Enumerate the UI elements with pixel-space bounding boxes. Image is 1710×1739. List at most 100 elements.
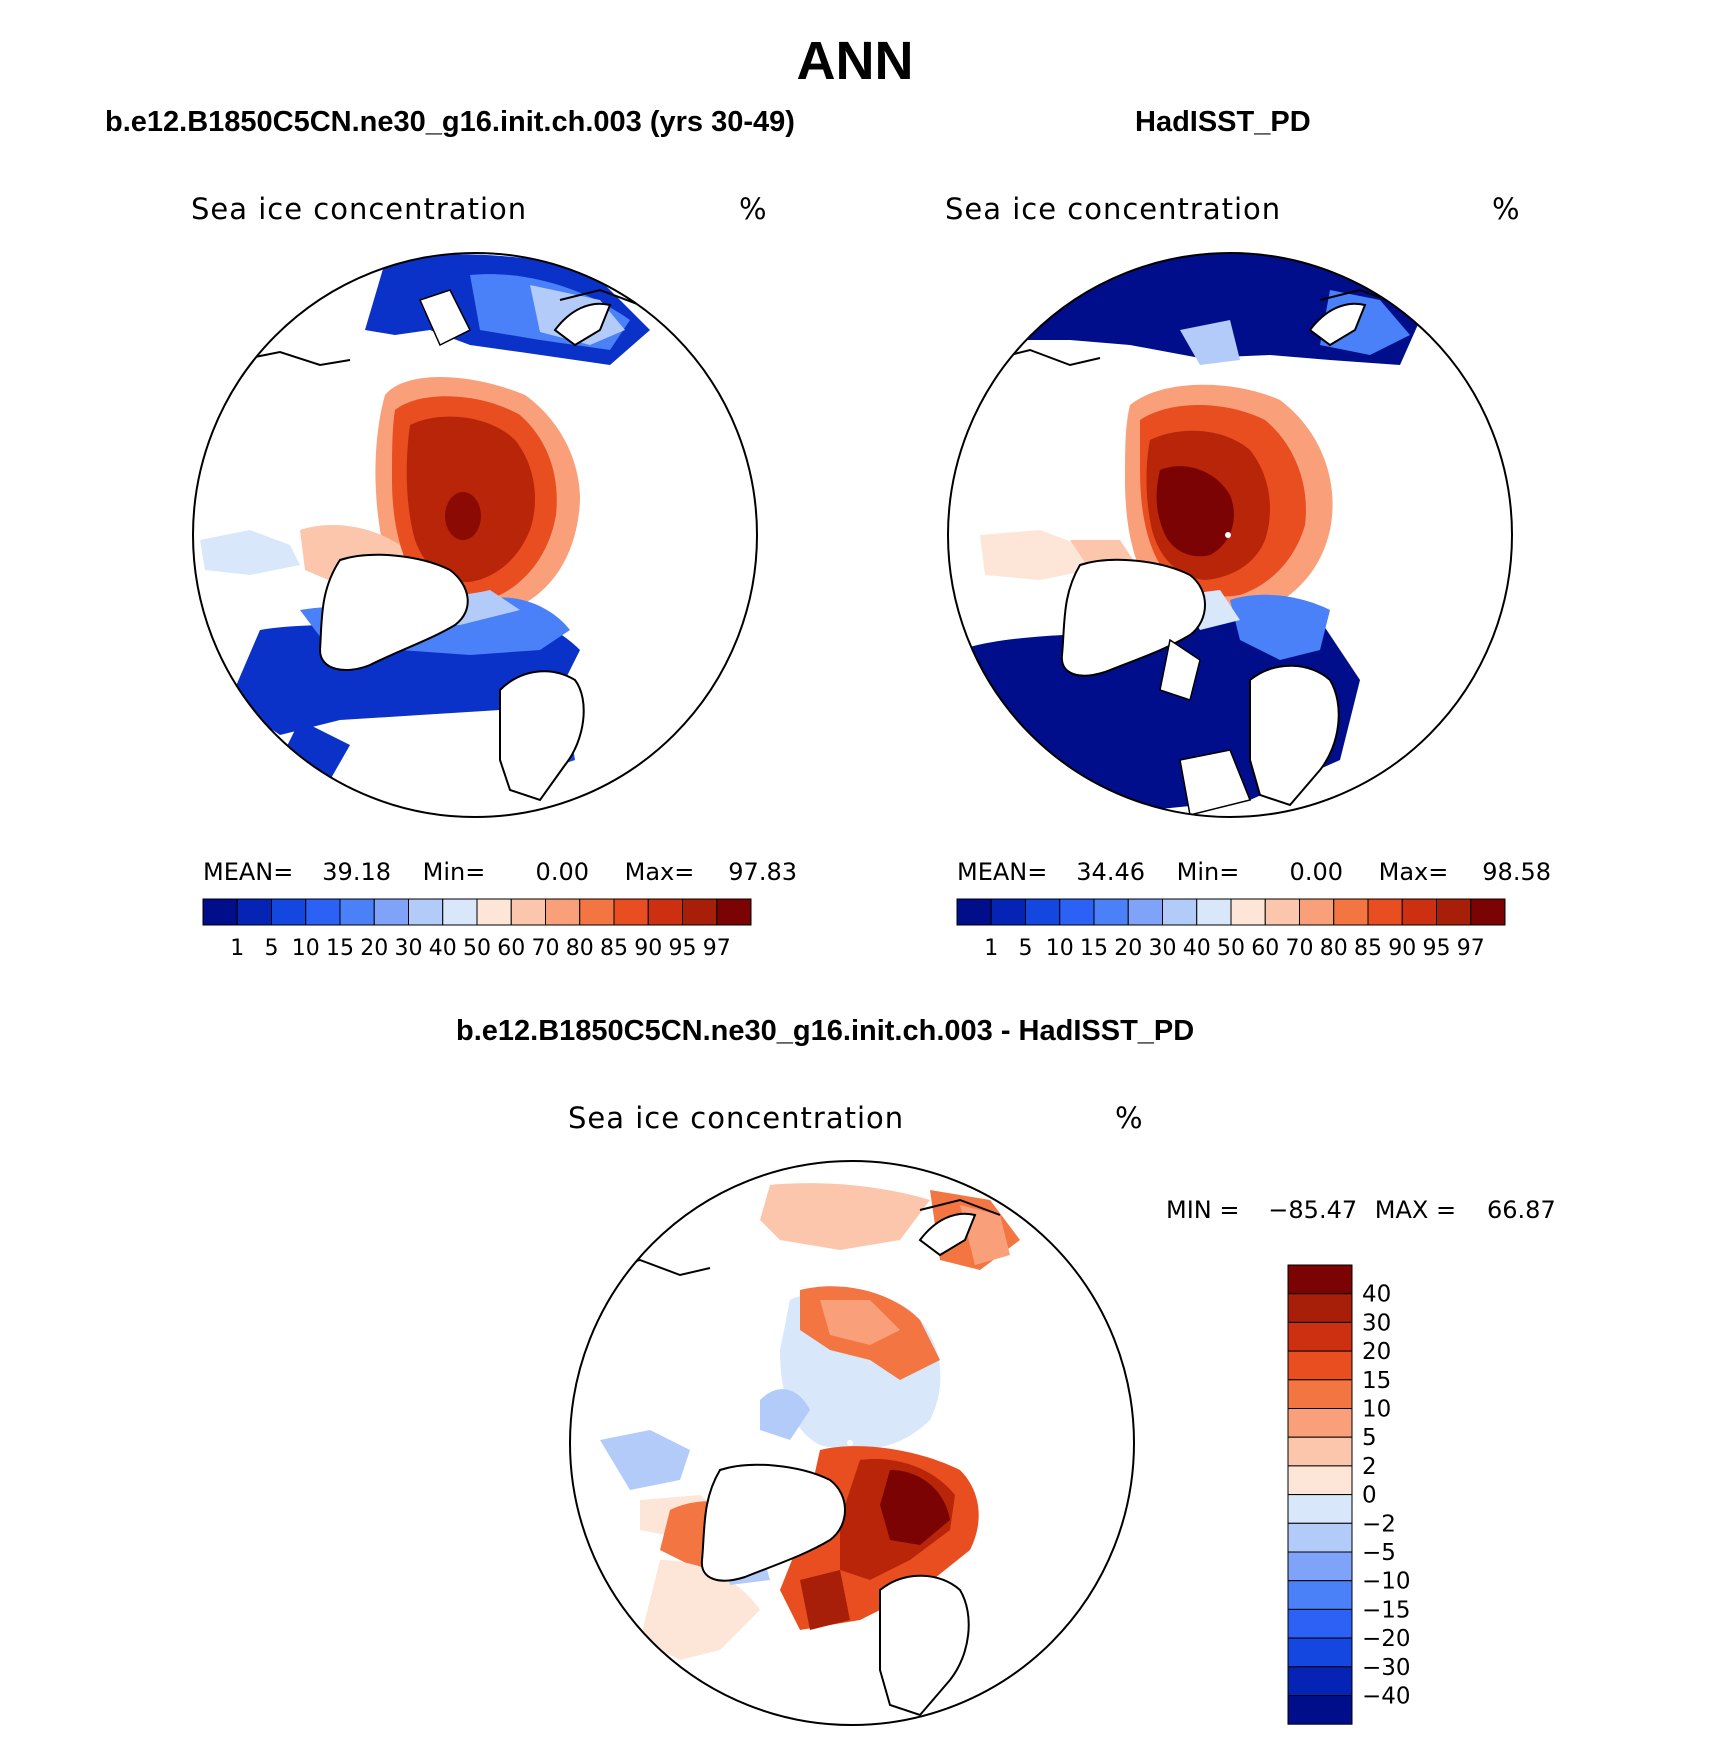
panel2-colorbar-tick-label: 40: [1183, 936, 1211, 961]
panel3-colorbar-tick-label: 15: [1362, 1368, 1391, 1394]
panel2-colorbar-swatch: [1127, 898, 1163, 926]
panel1-colorbar-tick-label: 80: [566, 936, 594, 961]
panel2-colorbar-swatch: [1162, 898, 1198, 926]
panel3-colorbar-swatch: [1287, 1494, 1353, 1524]
panel1-colorbar-swatch: [236, 898, 272, 926]
panel1-colorbar-swatch: [716, 898, 752, 926]
panel3-colorbar-tick-label: 30: [1362, 1310, 1391, 1336]
panel1-colorbar-swatch: [271, 898, 307, 926]
panel2-colorbar-tick-label: 97: [1457, 936, 1485, 961]
panel2-colorbar-swatch: [1093, 898, 1129, 926]
panel3-max-value: 66.87: [1487, 1196, 1556, 1224]
panel3-colorbar-swatch: [1287, 1666, 1353, 1697]
panel3-colorbar-swatch: [1287, 1264, 1353, 1295]
panel1-max-value: 97.83: [728, 858, 797, 886]
panel1-subtitle: b.e12.B1850C5CN.ne30_g16.init.ch.003 (yr…: [105, 106, 795, 138]
panel3-max-label: MAX =: [1374, 1196, 1457, 1224]
panel1-mean-value: 39.18: [322, 858, 391, 886]
panel2-subtitle: HadISST_PD: [1135, 106, 1311, 138]
panel2-colorbar-tick-label: 30: [1149, 936, 1177, 961]
panel2-max-value: 98.58: [1482, 858, 1551, 886]
panel2-colorbar-tick-label: 70: [1286, 936, 1314, 961]
panel1-min-value: 0.00: [535, 858, 589, 886]
panel2-colorbar-tick-label: 5: [1019, 936, 1033, 961]
panel2-colorbar-tick-label: 90: [1388, 936, 1416, 961]
panel3-colorbar-tick-label: 40: [1362, 1282, 1391, 1308]
panel2-stats: MEAN= 34.46 Min= 0.00 Max= 98.58: [957, 858, 1551, 886]
panel3-units-label: %: [1115, 1101, 1144, 1135]
panel3-colorbar-tick-label: −2: [1362, 1511, 1396, 1537]
panel2-max-label: Max=: [1378, 858, 1449, 886]
panel3-colorbar-tick-label: −30: [1362, 1655, 1411, 1681]
panel1-colorbar-swatch: [305, 898, 341, 926]
panel2-min-label: Min=: [1176, 858, 1240, 886]
panel3-min-label: MIN =: [1166, 1196, 1240, 1224]
panel1-mean-label: MEAN=: [203, 858, 294, 886]
panel2-colorbar-swatch: [1059, 898, 1095, 926]
panel2-colorbar-swatch: [1299, 898, 1335, 926]
panel1-colorbar-swatch: [545, 898, 581, 926]
panel1-colorbar-tick-label: 10: [292, 936, 320, 961]
panel3-subtitle: b.e12.B1850C5CN.ne30_g16.init.ch.003 - H…: [456, 1015, 1195, 1047]
panel2-map-border: [947, 252, 1513, 818]
panel2-colorbar-swatch: [1333, 898, 1369, 926]
panel2-mean-value: 34.46: [1076, 858, 1145, 886]
panel2-colorbar-swatch: [1401, 898, 1437, 926]
panel1-stats: MEAN= 39.18 Min= 0.00 Max= 97.83: [203, 858, 797, 886]
panel2-colorbar-tick-label: 50: [1217, 936, 1245, 961]
panel1-units-label: %: [739, 192, 768, 226]
panel1-colorbar-tick-label: 97: [703, 936, 731, 961]
panel1-colorbar-swatch: [613, 898, 649, 926]
panel3-colorbar-tick-label: 2: [1362, 1454, 1377, 1480]
panel3-colorbar-tick-label: 20: [1362, 1339, 1391, 1365]
panel3-stats: MIN = −85.47 MAX = 66.87: [1166, 1196, 1556, 1224]
panel1-colorbar-tick-label: 60: [497, 936, 525, 961]
panel3-colorbar-tick-label: 10: [1362, 1397, 1391, 1423]
panel2-colorbar-tick-label: 80: [1320, 936, 1348, 961]
panel1-colorbar-tick-label: 90: [634, 936, 662, 961]
panel1-min-label: Min=: [422, 858, 486, 886]
panel2-colorbar-tick-label: 1: [984, 936, 998, 961]
panel1-colorbar-swatch: [682, 898, 718, 926]
panel1-colorbar-swatch: [510, 898, 546, 926]
panel2-colorbar-swatch: [1230, 898, 1266, 926]
figure-title: ANN: [796, 31, 914, 91]
panel3-colorbar-tick-label: 0: [1362, 1483, 1377, 1509]
panel1-colorbar-tick-label: 15: [326, 936, 354, 961]
panel1-colorbar-tick-label: 50: [463, 936, 491, 961]
panel2-map: [948, 253, 1512, 817]
panel2-colorbar-tick-label: 20: [1114, 936, 1142, 961]
panel2-colorbar-swatch: [1436, 898, 1472, 926]
panel2-colorbar-swatch: [1025, 898, 1061, 926]
panel2-colorbar-tick-label: 85: [1354, 936, 1382, 961]
panel3-map-border: [569, 1160, 1135, 1726]
panel2-colorbar-swatch: [1196, 898, 1232, 926]
panel1-colorbar-tick-label: 85: [600, 936, 628, 961]
panel1-map-border: [192, 252, 758, 818]
panel3-colorbar-swatch: [1287, 1637, 1353, 1668]
panel3-colorbar-tick-label: −15: [1362, 1597, 1411, 1623]
panel3-colorbar-swatch: [1287, 1436, 1353, 1467]
panel1-colorbar-swatch: [579, 898, 615, 926]
panel1-max-label: Max=: [624, 858, 695, 886]
panel3-colorbar-swatch: [1287, 1350, 1353, 1381]
panel2-colorbar: 1 5 10 15 20 30 40 50 60 70 80 85 90 95 97: [956, 898, 1506, 961]
panel3-colorbar-swatch: [1287, 1293, 1353, 1323]
panel1-map: [193, 253, 757, 817]
panel3-colorbar-tick-label: 5: [1362, 1425, 1377, 1451]
panel2-mean-label: MEAN=: [957, 858, 1048, 886]
panel1-colorbar-swatch: [202, 898, 238, 926]
panel2-colorbar-swatch: [990, 898, 1026, 926]
panel1-colorbar-tick-label: 30: [395, 936, 423, 961]
panel3-colorbar-swatch: [1287, 1522, 1353, 1553]
panel2-colorbar-swatch: [1264, 898, 1300, 926]
panel3-colorbar-tick-label: −40: [1362, 1684, 1411, 1710]
panel2-units-label: %: [1492, 192, 1521, 226]
panel2-colorbar-tick-label: 10: [1046, 936, 1074, 961]
panel3-min-value: −85.47: [1268, 1196, 1358, 1224]
panel1-colorbar-tick-label: 1: [230, 936, 244, 961]
panel1-colorbar-swatch: [408, 898, 444, 926]
panel3-colorbar-swatch: [1287, 1580, 1353, 1610]
